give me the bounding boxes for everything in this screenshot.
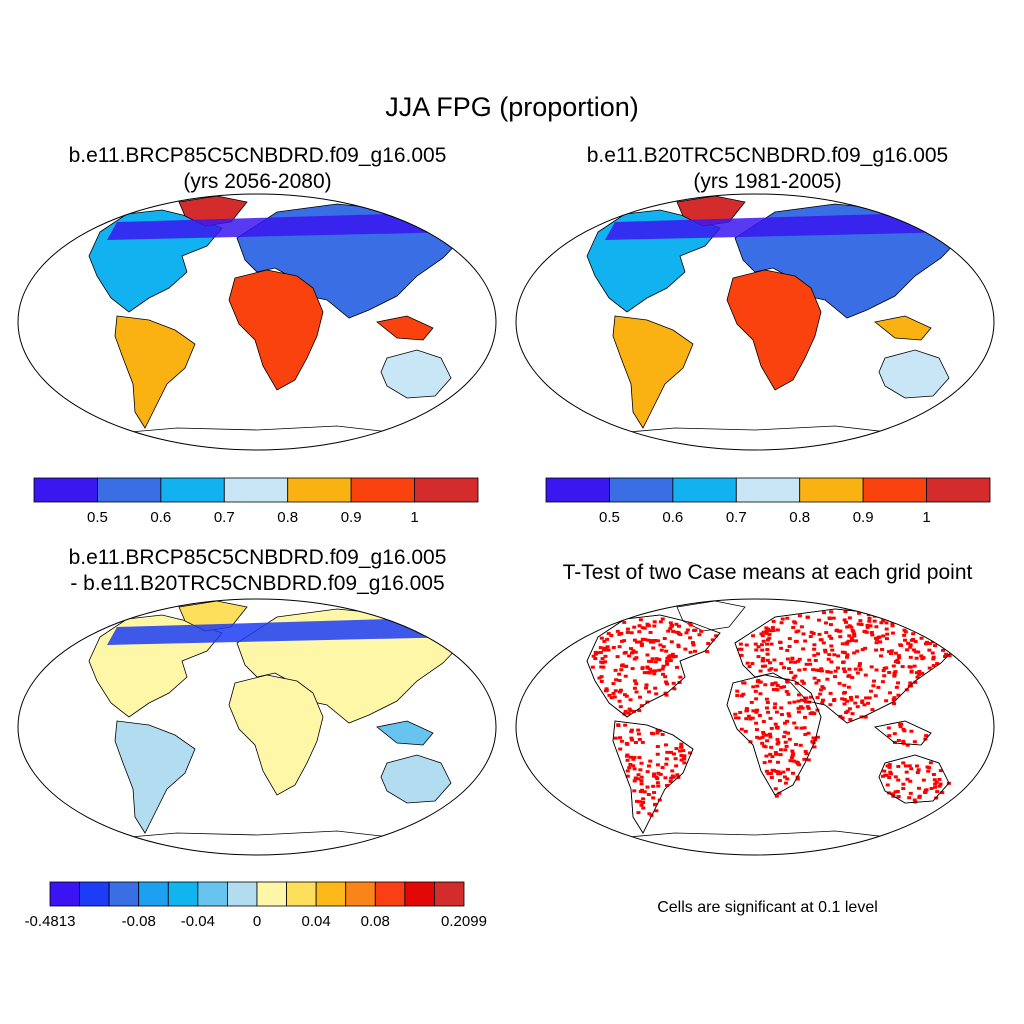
colorbar-tick-label: 0.2099	[441, 913, 487, 930]
arctic-band	[107, 617, 462, 645]
colorbar-box	[345, 881, 376, 907]
colorbar-future: 0.5 0.6 0.7 0.8 0.9 1	[33, 477, 479, 526]
landmass-australia	[878, 349, 950, 399]
colorbar-box	[108, 881, 140, 907]
colorbar-tick-label: 0.6	[150, 509, 171, 526]
colorbar-box	[79, 881, 110, 907]
landmass-southAmerica	[114, 315, 196, 429]
landmass-seAsia	[874, 315, 932, 341]
landmass-southAmerica	[612, 315, 694, 429]
colorbar-box	[414, 477, 479, 503]
map-difference	[17, 598, 497, 856]
colorbar-tick-label: -0.04	[181, 913, 215, 930]
colorbar-box	[227, 881, 258, 907]
colorbar-box	[33, 477, 98, 503]
colorbar-tick-label: 0.08	[361, 913, 390, 930]
figure-title: JJA FPG (proportion)	[385, 92, 639, 122]
colorbar-box	[97, 477, 162, 503]
landmass-africa	[726, 269, 822, 391]
colorbar-tick-label: 0.6	[662, 509, 683, 526]
colorbar-box	[434, 881, 465, 907]
colorbar-tick-label: 0.8	[789, 509, 810, 526]
landmass-africa	[228, 674, 324, 796]
arctic-band	[107, 212, 462, 240]
panel-title-line: b.e11.B20TRC5CNBDRD.f09_g16.005	[586, 144, 949, 167]
panel-title-line: (yrs 1981-2005)	[693, 170, 842, 193]
colorbar-tick-label: 0.7	[214, 509, 235, 526]
colorbar-box	[167, 881, 199, 907]
colorbar-tick-label: 1	[922, 509, 930, 526]
panel-title-line: b.e11.BRCP85C5CNBDRD.f09_g16.005	[68, 144, 447, 167]
colorbar-box	[926, 477, 991, 503]
colorbar-box	[256, 881, 287, 907]
panel-title-future: b.e11.BRCP85C5CNBDRD.f09_g16.005 (yrs 20…	[20, 143, 495, 195]
colorbar-tick-label: 0.9	[341, 509, 362, 526]
colorbar-box	[735, 477, 801, 503]
panel-title-difference: b.e11.BRCP85C5CNBDRD.f09_g16.005 - b.e11…	[20, 545, 495, 597]
colorbar-tick-label: 0.5	[87, 509, 108, 526]
panel-title-line: - b.e11.B20TRC5CNBDRD.f09_g16.005	[70, 572, 445, 595]
colorbar-tick-label: 0.8	[277, 509, 298, 526]
colorbar-box	[138, 881, 169, 907]
significance-note: Cells are significant at 0.1 level	[657, 899, 878, 916]
colorbar-box	[799, 477, 864, 503]
colorbar-box	[160, 477, 225, 503]
colorbar-tick-label: 0	[253, 913, 261, 930]
colorbar-box	[197, 881, 228, 907]
colorbar-box	[609, 477, 674, 503]
colorbar-historical: 0.5 0.6 0.7 0.8 0.9 1	[545, 477, 991, 526]
colorbar-box	[545, 477, 610, 503]
colorbar-tick-label: -0.08	[122, 913, 156, 930]
panel-title-line: T-Test of two Case means at each grid po…	[562, 561, 973, 584]
map-ttest	[515, 598, 995, 856]
map-future	[17, 193, 497, 451]
colorbar-tick-label: 0.9	[853, 509, 874, 526]
landmass-seAsia	[376, 315, 434, 341]
colorbar-tick-label: 1	[410, 509, 418, 526]
colorbar-box	[315, 881, 347, 907]
colorbar-tick-label: 0.04	[302, 913, 331, 930]
landmass-australia	[380, 349, 452, 399]
landmass-seAsia	[376, 720, 434, 746]
colorbar-box	[287, 477, 352, 503]
colorbar-box	[862, 477, 927, 503]
colorbar-box	[286, 881, 317, 907]
colorbar-box	[672, 477, 737, 503]
maps-layer	[17, 193, 995, 856]
colorbar-box	[223, 477, 289, 503]
arctic-band	[605, 212, 960, 240]
panel-title-historical: b.e11.B20TRC5CNBDRD.f09_g16.005 (yrs 198…	[530, 143, 1005, 195]
colorbar-box	[404, 881, 435, 907]
colorbar-tick-label: 0.7	[726, 509, 747, 526]
colorbar-tick-label: 0.5	[599, 509, 620, 526]
landmass-australia	[380, 754, 452, 804]
colorbar-box	[49, 881, 80, 907]
landmass-southAmerica	[114, 720, 196, 834]
colorbar-tick-label: -0.4813	[25, 913, 76, 930]
colorbar-difference: -0.4813 -0.08 -0.04 0 0.04 0.08 0.2099	[25, 881, 487, 930]
landmass-africa	[228, 269, 324, 391]
colorbar-box	[374, 881, 406, 907]
panel-title-line: b.e11.BRCP85C5CNBDRD.f09_g16.005	[68, 546, 447, 569]
colorbar-box	[350, 477, 415, 503]
panel-title-line: (yrs 2056-2080)	[183, 170, 332, 193]
map-historical	[515, 193, 995, 451]
panel-title-ttest: T-Test of two Case means at each grid po…	[530, 560, 1005, 586]
